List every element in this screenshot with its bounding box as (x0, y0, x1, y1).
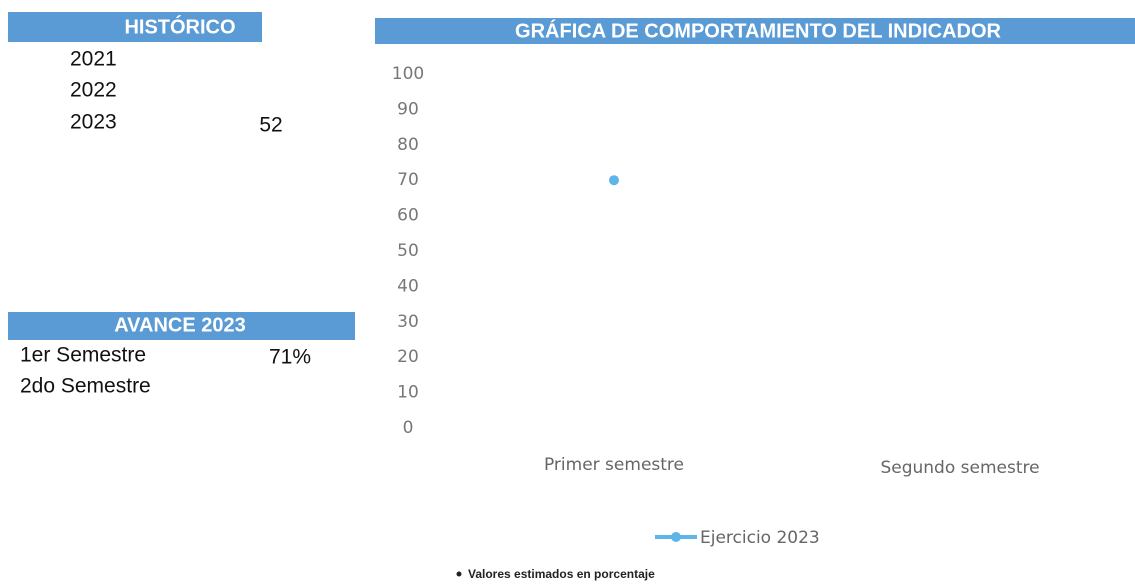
point (609, 175, 619, 186)
semester: 1er Semestre (20, 344, 146, 367)
legend-label: Ejercicio 2023 (700, 528, 820, 548)
historico-header (8, 12, 262, 42)
year: 2023 (70, 111, 117, 134)
x-tick-label: Segundo semestre (880, 458, 1039, 478)
y-tick-label: 0 (403, 418, 414, 438)
semester: 2do Semestre (20, 375, 151, 398)
y-tick-label: 80 (397, 135, 419, 155)
y-tick-label: 50 (397, 241, 419, 261)
historico-title: HISTÓRICO (124, 14, 235, 38)
avance-title: AVANCE 2023 (114, 314, 246, 336)
avance-header (8, 312, 355, 340)
x-tick-label: Primer semestre (544, 455, 684, 475)
bullet (456, 571, 462, 577)
semester-value: 71% (269, 346, 311, 369)
y-tick-label: 70 (397, 170, 419, 190)
y-tick-label: 10 (397, 383, 419, 403)
y-tick-label: 60 (397, 206, 419, 226)
legend-marker (671, 532, 681, 542)
chart-title: GRÁFICA DE COMPORTAMIENTO DEL INDICADOR (515, 19, 1001, 42)
y-tick-label: 100 (392, 64, 424, 84)
y-tick-label: 30 (397, 312, 419, 332)
year: 2021 (70, 48, 117, 71)
y-tick-label: 90 (397, 99, 419, 119)
year-value: 52 (259, 114, 282, 137)
footnote: Valores estimados en porcentaje (468, 567, 655, 581)
y-tick-label: 40 (397, 276, 419, 296)
year: 2022 (70, 79, 117, 102)
chart-header (375, 18, 1135, 44)
y-tick-label: 20 (397, 347, 419, 367)
